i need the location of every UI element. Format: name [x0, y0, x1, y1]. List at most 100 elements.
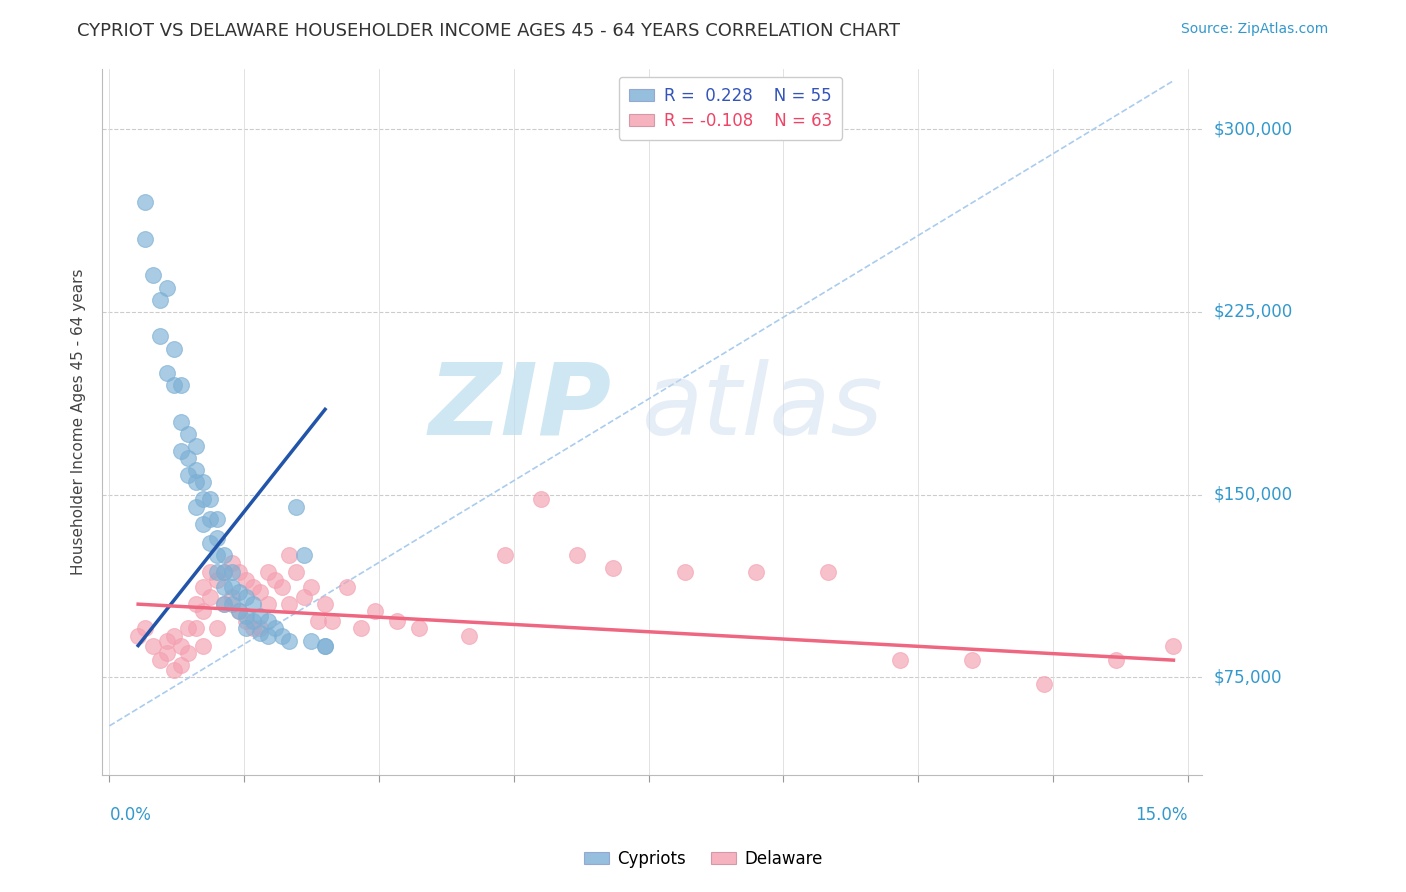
Point — [457, 629, 479, 643]
Y-axis label: Householder Income Ages 45 - 64 years: Householder Income Ages 45 - 64 years — [72, 268, 86, 574]
Point — [278, 597, 301, 611]
Point — [307, 614, 329, 628]
Point — [170, 658, 193, 673]
Point — [321, 614, 343, 628]
Point — [177, 468, 200, 483]
Point — [817, 566, 839, 580]
Point — [163, 629, 186, 643]
Text: 15.0%: 15.0% — [1135, 806, 1188, 824]
Point — [156, 366, 179, 380]
Point — [191, 639, 214, 653]
Point — [207, 549, 229, 563]
Point — [673, 566, 696, 580]
Point — [350, 622, 373, 636]
Point — [271, 629, 294, 643]
Point — [256, 629, 278, 643]
Text: $225,000: $225,000 — [1213, 303, 1292, 321]
Point — [235, 609, 257, 624]
Point — [249, 622, 271, 636]
Point — [184, 500, 207, 514]
Legend: Cypriots, Delaware: Cypriots, Delaware — [576, 844, 830, 875]
Point — [214, 597, 236, 611]
Point — [156, 633, 179, 648]
Point — [198, 512, 221, 526]
Point — [134, 622, 156, 636]
Point — [207, 566, 229, 580]
Point — [191, 492, 214, 507]
Point — [292, 590, 315, 604]
Point — [256, 597, 278, 611]
Point — [292, 549, 315, 563]
Point — [299, 633, 322, 648]
Point — [184, 622, 207, 636]
Point — [228, 604, 250, 618]
Legend: R =  0.228    N = 55, R = -0.108    N = 63: R = 0.228 N = 55, R = -0.108 N = 63 — [619, 77, 842, 139]
Point — [314, 639, 336, 653]
Point — [285, 500, 308, 514]
Point — [214, 566, 236, 580]
Point — [565, 549, 588, 563]
Point — [149, 293, 172, 307]
Text: CYPRIOT VS DELAWARE HOUSEHOLDER INCOME AGES 45 - 64 YEARS CORRELATION CHART: CYPRIOT VS DELAWARE HOUSEHOLDER INCOME A… — [77, 22, 900, 40]
Point — [249, 626, 271, 640]
Point — [602, 560, 624, 574]
Point — [745, 566, 768, 580]
Point — [141, 639, 163, 653]
Point — [960, 653, 983, 667]
Point — [242, 622, 264, 636]
Point — [242, 614, 264, 628]
Point — [235, 622, 257, 636]
Point — [191, 580, 214, 594]
Point — [235, 590, 257, 604]
Point — [177, 646, 200, 660]
Point — [134, 232, 156, 246]
Point — [256, 566, 278, 580]
Point — [214, 597, 236, 611]
Point — [235, 573, 257, 587]
Point — [221, 556, 243, 570]
Point — [191, 516, 214, 531]
Point — [184, 475, 207, 490]
Text: $75,000: $75,000 — [1213, 668, 1282, 686]
Text: $150,000: $150,000 — [1213, 485, 1292, 504]
Point — [1033, 677, 1056, 691]
Point — [170, 639, 193, 653]
Point — [263, 622, 285, 636]
Point — [285, 566, 308, 580]
Point — [127, 629, 149, 643]
Point — [228, 585, 250, 599]
Point — [214, 580, 236, 594]
Point — [207, 622, 229, 636]
Point — [242, 580, 264, 594]
Point — [191, 604, 214, 618]
Point — [314, 597, 336, 611]
Point — [249, 609, 271, 624]
Point — [364, 604, 387, 618]
Point — [198, 566, 221, 580]
Point — [221, 580, 243, 594]
Text: $300,000: $300,000 — [1213, 120, 1292, 138]
Point — [170, 443, 193, 458]
Point — [249, 585, 271, 599]
Point — [494, 549, 516, 563]
Point — [1105, 653, 1128, 667]
Point — [156, 280, 179, 294]
Point — [408, 622, 430, 636]
Point — [889, 653, 911, 667]
Point — [149, 329, 172, 343]
Text: ZIP: ZIP — [429, 359, 612, 456]
Point — [170, 378, 193, 392]
Point — [299, 580, 322, 594]
Point — [271, 580, 294, 594]
Text: 0.0%: 0.0% — [110, 806, 152, 824]
Point — [214, 549, 236, 563]
Text: Source: ZipAtlas.com: Source: ZipAtlas.com — [1181, 22, 1329, 37]
Point — [228, 604, 250, 618]
Text: atlas: atlas — [641, 359, 883, 456]
Point — [134, 195, 156, 210]
Point — [235, 614, 257, 628]
Point — [163, 342, 186, 356]
Point — [530, 492, 553, 507]
Point — [221, 566, 243, 580]
Point — [170, 415, 193, 429]
